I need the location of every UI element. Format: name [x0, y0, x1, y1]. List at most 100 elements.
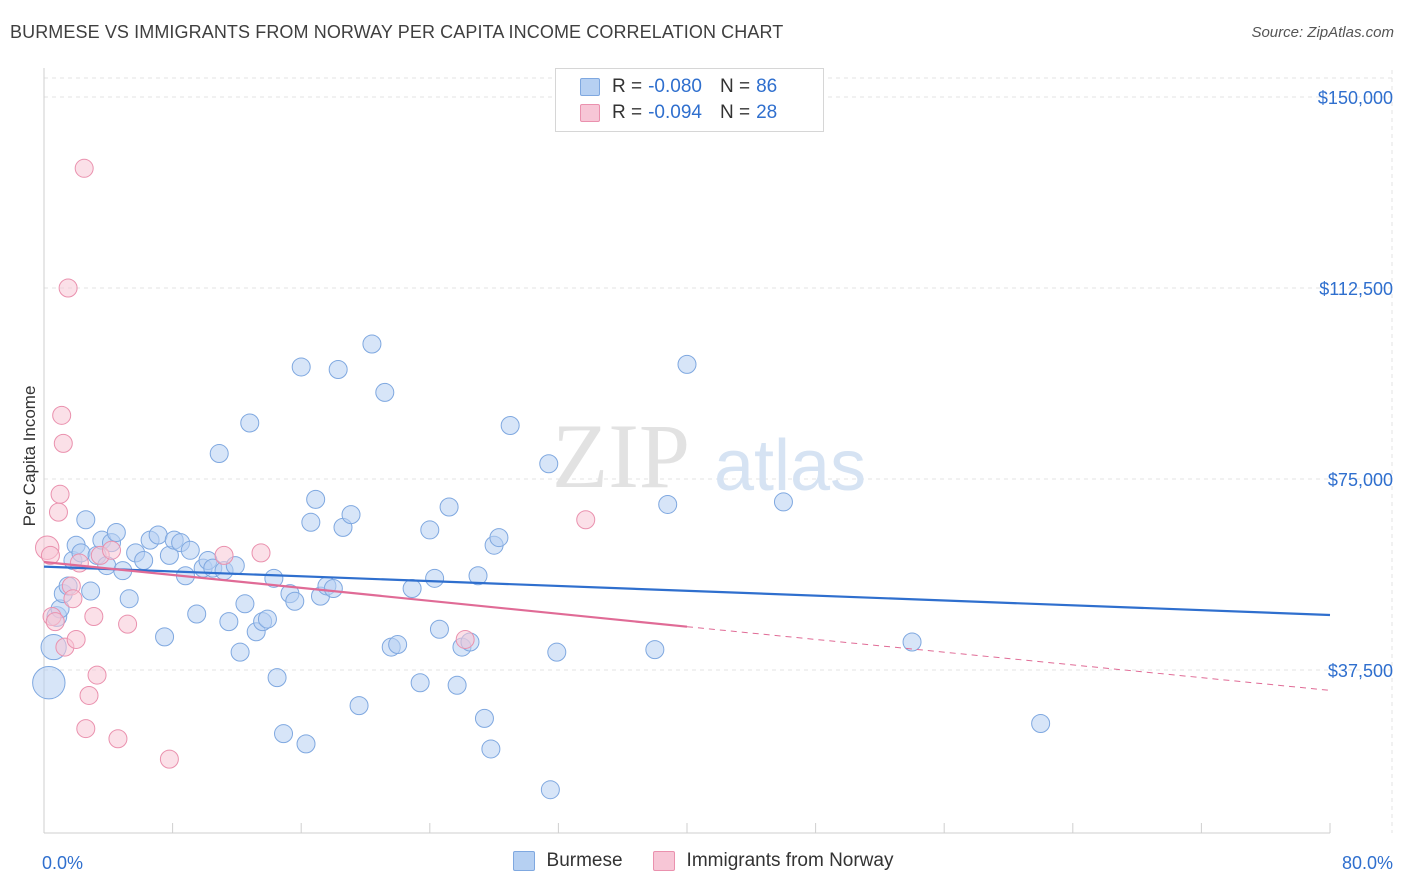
- burmese-point-48: [296, 734, 316, 754]
- burmese-point-59: [375, 382, 395, 402]
- norway-point-23: [159, 749, 179, 769]
- series-legend-burmese[interactable]: Burmese: [512, 850, 623, 872]
- norway-point-25: [251, 543, 271, 563]
- norway-point-11: [63, 589, 83, 609]
- norway-point-7: [53, 433, 73, 453]
- y-tick-label-2: $112,500: [1319, 279, 1393, 299]
- norway-point-24: [214, 545, 234, 565]
- burmese-point-84: [902, 632, 922, 652]
- burmese-point-10: [81, 581, 101, 601]
- burmese-point-44: [274, 724, 294, 744]
- burmese-point-50: [306, 489, 326, 509]
- correlation-legend: R = -0.080 N = 86 R = -0.094 N = 28: [555, 68, 824, 132]
- legend-n-value-norway: 28: [756, 102, 778, 123]
- norway-point-12: [66, 629, 86, 649]
- burmese-point-17: [119, 589, 139, 609]
- source-label: Source: ZipAtlas.com: [1251, 24, 1394, 41]
- norway-point-14: [74, 158, 94, 178]
- burmese-point-80: [645, 640, 665, 660]
- burmese-trend-line: [43, 565, 1331, 617]
- watermark-atlas: atlas: [714, 426, 866, 506]
- burmese-point-85: [1031, 713, 1051, 733]
- burmese-point-73: [481, 739, 501, 759]
- burmese-point-68: [447, 675, 467, 695]
- norway-point-21: [108, 729, 128, 749]
- burmese-point-76: [500, 416, 520, 436]
- norway-point-27: [576, 510, 596, 530]
- burmese-point-22: [155, 627, 175, 647]
- norway-point-18: [87, 665, 107, 685]
- y-tick-label-1: $75,000: [1328, 470, 1393, 490]
- burmese-point-67: [439, 497, 459, 517]
- watermark-zip: ZIP: [552, 405, 690, 507]
- burmese-point-32: [209, 444, 229, 464]
- norway-point-3: [45, 612, 65, 632]
- burmese-point-61: [388, 635, 408, 655]
- burmese-point-63: [410, 673, 430, 693]
- norway-point-9: [58, 278, 78, 298]
- x-tick-label-min: 0.0%: [42, 853, 83, 873]
- series-legend-norway[interactable]: Immigrants from Norway: [652, 850, 894, 872]
- legend-n-label: N =: [719, 102, 751, 123]
- burmese-point-28: [187, 604, 207, 624]
- burmese-point-66: [429, 619, 449, 639]
- legend-row-norway: R = -0.094 N = 28: [580, 100, 777, 126]
- burmese-point-49: [301, 512, 321, 532]
- data-points: [32, 158, 1051, 800]
- watermark: ZIP atlas: [552, 405, 866, 507]
- axis-labels: $37,500 $75,000 $112,500 $150,000 0.0% 80.0% P…: [20, 88, 1393, 873]
- burmese-point-41: [257, 609, 277, 629]
- burmese-point-57: [349, 696, 369, 716]
- series-swatch-norway: [652, 851, 675, 871]
- burmese-point-72: [474, 708, 494, 728]
- legend-r-label: R =: [612, 102, 643, 123]
- legend-r-label: R =: [612, 76, 643, 97]
- series-legend: Burmese Immigrants from Norway: [0, 850, 1406, 872]
- burmese-point-82: [677, 354, 697, 374]
- norway-point-26: [455, 629, 475, 649]
- y-tick-label-3: $150,000: [1318, 88, 1393, 108]
- burmese-point-43: [267, 668, 287, 688]
- burmese-point-78: [547, 642, 567, 662]
- burmese-point-58: [362, 334, 382, 354]
- burmese-point-27: [180, 540, 200, 560]
- legend-swatch-norway: [580, 104, 600, 122]
- burmese-point-46: [285, 591, 305, 611]
- legend-swatch-burmese: [580, 78, 600, 96]
- norway-point-1: [40, 545, 60, 565]
- burmese-point-71: [468, 566, 488, 586]
- axes: [43, 68, 1331, 834]
- burmese-point-9: [76, 510, 96, 530]
- legend-n-label: N =: [719, 76, 751, 97]
- legend-row-burmese: R = -0.080 N = 86: [580, 74, 777, 100]
- burmese-point-37: [235, 594, 255, 614]
- burmese-point-64: [420, 520, 440, 540]
- norway-trend-line: [43, 560, 688, 628]
- burmese-point-19: [134, 550, 154, 570]
- norway-trend-line-extension: [686, 626, 1331, 691]
- burmese-point-42: [264, 568, 284, 588]
- burmese-point-62: [402, 579, 422, 599]
- gridlines: [44, 70, 1393, 833]
- burmese-point-81: [658, 494, 678, 514]
- burmese-point-83: [773, 492, 793, 512]
- legend-r-value-norway: -0.094: [648, 102, 702, 123]
- burmese-point-36: [230, 642, 250, 662]
- trend-lines: [43, 560, 1331, 691]
- norway-point-16: [79, 685, 99, 705]
- burmese-point-79: [540, 780, 560, 800]
- x-tick-label-max: 80.0%: [1342, 853, 1393, 873]
- y-tick-label-0: $37,500: [1328, 661, 1393, 681]
- series-swatch-burmese: [512, 851, 535, 871]
- y-axis-label: Per Capita Income: [20, 386, 39, 527]
- norway-point-22: [118, 614, 138, 634]
- series-label-norway: Immigrants from Norway: [686, 850, 894, 871]
- burmese-point-54: [328, 359, 348, 379]
- norway-point-15: [76, 719, 96, 739]
- burmese-point-0: [32, 666, 66, 700]
- burmese-point-34: [219, 612, 239, 632]
- burmese-point-77: [539, 454, 559, 474]
- legend-n-value-burmese: 86: [756, 76, 778, 97]
- norway-point-17: [84, 607, 104, 627]
